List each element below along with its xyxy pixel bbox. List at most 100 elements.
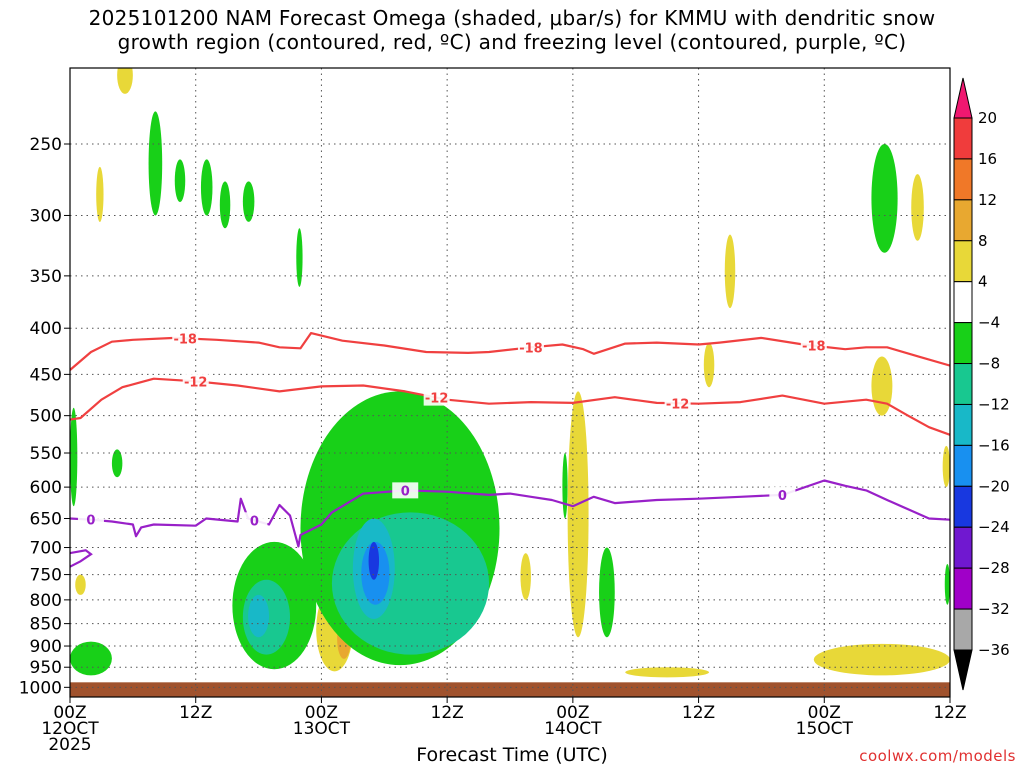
colorbar-swatch-3 (953, 240, 973, 283)
y-tick-label-300: 300 (30, 206, 62, 226)
colorbar-top-arrow (953, 77, 973, 119)
omega-region-21 (368, 541, 380, 580)
contour-label-bg (769, 486, 796, 503)
omega-region-31 (625, 667, 710, 678)
y-tick-label-350: 350 (30, 267, 62, 287)
grid (69, 68, 951, 697)
omega-region-10 (75, 574, 86, 595)
omega-region-29 (911, 174, 924, 241)
y-tick-label-550: 550 (30, 444, 62, 464)
omega-region-33 (942, 445, 950, 488)
contour-label: -18 (802, 340, 826, 355)
colorbar-label-1: 16 (978, 150, 997, 168)
omega-region-8 (70, 407, 78, 507)
colorbar-swatch-2 (953, 199, 973, 242)
contour-label-bg (182, 373, 209, 390)
contour-label-bg (423, 389, 450, 406)
y-tick-label-950: 950 (30, 658, 62, 678)
colorbar-label-2: 12 (978, 191, 997, 209)
colorbar-swatch-4 (953, 281, 973, 324)
contour-label: -12 (184, 375, 208, 390)
colorbar-label-10: −24 (978, 518, 1010, 536)
surface-layer (70, 682, 950, 697)
omega-region-5 (219, 181, 231, 229)
colorbar-swatch-5 (953, 322, 973, 365)
omega-region-6 (242, 181, 255, 222)
credit-link[interactable]: coolwx.com/models (859, 747, 1016, 765)
x-tick-label-0-1: 12OCT (41, 719, 99, 739)
omega-region-1 (96, 166, 104, 222)
omega-region-28 (871, 144, 898, 253)
colorbar-label-9: −20 (978, 477, 1010, 495)
colorbar-swatch-1 (953, 158, 973, 201)
x-tick-label-48-0: 00Z (556, 703, 589, 723)
contour-label-bg (172, 330, 199, 347)
contour-line-2 (70, 479, 950, 548)
x-tick-label-24-0: 00Z (305, 703, 338, 723)
colorbar-label-11: −28 (978, 559, 1010, 577)
omega-region-32 (813, 643, 950, 676)
contour-label: 0 (250, 514, 259, 529)
contour-line-2-segment (70, 549, 93, 568)
contour-label: 0 (401, 484, 410, 499)
contour-line-1 (70, 377, 950, 436)
contour-label: 0 (778, 489, 787, 504)
colorbar-label-6: −8 (978, 355, 1000, 373)
contour-label: 0 (86, 514, 95, 529)
y-tick-label-400: 400 (30, 319, 62, 339)
colorbar-swatch-0 (953, 117, 973, 160)
colorbar-swatch-7 (953, 403, 973, 446)
omega-region-25 (599, 547, 615, 638)
x-tick-label-0-2: 2025 (48, 735, 91, 755)
contours: -18 -18 -18 -12 -12 -12 0 0 0 0 (70, 330, 950, 568)
contour-label-bg (664, 395, 691, 412)
y-tick-label-700: 700 (30, 539, 62, 559)
omega-region-11 (70, 641, 112, 676)
colorbar-swatch-8 (953, 444, 973, 487)
omega-region-34 (944, 563, 950, 605)
colorbar-label-12: −32 (978, 600, 1010, 618)
contour-label: -12 (425, 392, 449, 407)
plot-frame (69, 67, 951, 698)
contour-label: -18 (519, 341, 543, 356)
x-axis-title: Forecast Time (UTC) (416, 744, 608, 766)
omega-region-0 (117, 68, 133, 94)
chart-title: 2025101200 NAM Forecast Omega (shaded, μ… (0, 6, 1024, 54)
colorbar-label-3: 8 (978, 232, 988, 250)
omega-region-22 (562, 453, 568, 519)
omega-region-24 (520, 553, 531, 600)
y-tick-label-900: 900 (30, 637, 62, 657)
y-tick-label-1000: 1000 (19, 678, 62, 698)
colorbar-label-8: −16 (978, 436, 1010, 454)
colorbar-swatch-11 (953, 567, 973, 610)
omega-region-3 (174, 159, 186, 203)
contour-label: -12 (666, 397, 690, 412)
title-line-2: growth region (contoured, red, ºC) and f… (117, 30, 907, 54)
colorbar-bottom-arrow (953, 649, 973, 691)
contour-label-bg (241, 512, 268, 529)
contour-label-bg (77, 511, 104, 528)
y-tick-label-650: 650 (30, 509, 62, 529)
omega-region-7 (296, 228, 303, 287)
colorbar-label-5: −4 (978, 314, 1000, 332)
title-line-1: 2025101200 NAM Forecast Omega (shaded, μ… (88, 6, 936, 30)
y-tick-label-450: 450 (30, 365, 62, 385)
colorbar-swatch-10 (953, 526, 973, 569)
colorbar-swatch-6 (953, 363, 973, 405)
x-tick-label-36-0: 12Z (431, 703, 464, 723)
y-tick-label-500: 500 (30, 407, 62, 427)
y-tick-label-850: 850 (30, 615, 62, 635)
y-tick-label-800: 800 (30, 591, 62, 611)
colorbar-label-4: 4 (978, 273, 988, 291)
omega-region-26 (724, 234, 736, 309)
colorbar-label-13: −36 (978, 641, 1010, 659)
y-axis: 2503003504004505005506006507007508008509… (19, 135, 70, 698)
omega-region-27 (703, 342, 715, 388)
omega-region-2 (148, 111, 163, 216)
x-tick-label-72-1: 15OCT (796, 719, 854, 739)
omega-region-14 (248, 594, 270, 638)
contour-label-bg (517, 339, 544, 356)
omega-region-9 (111, 449, 123, 478)
x-tick-label-60-0: 12Z (682, 703, 715, 723)
